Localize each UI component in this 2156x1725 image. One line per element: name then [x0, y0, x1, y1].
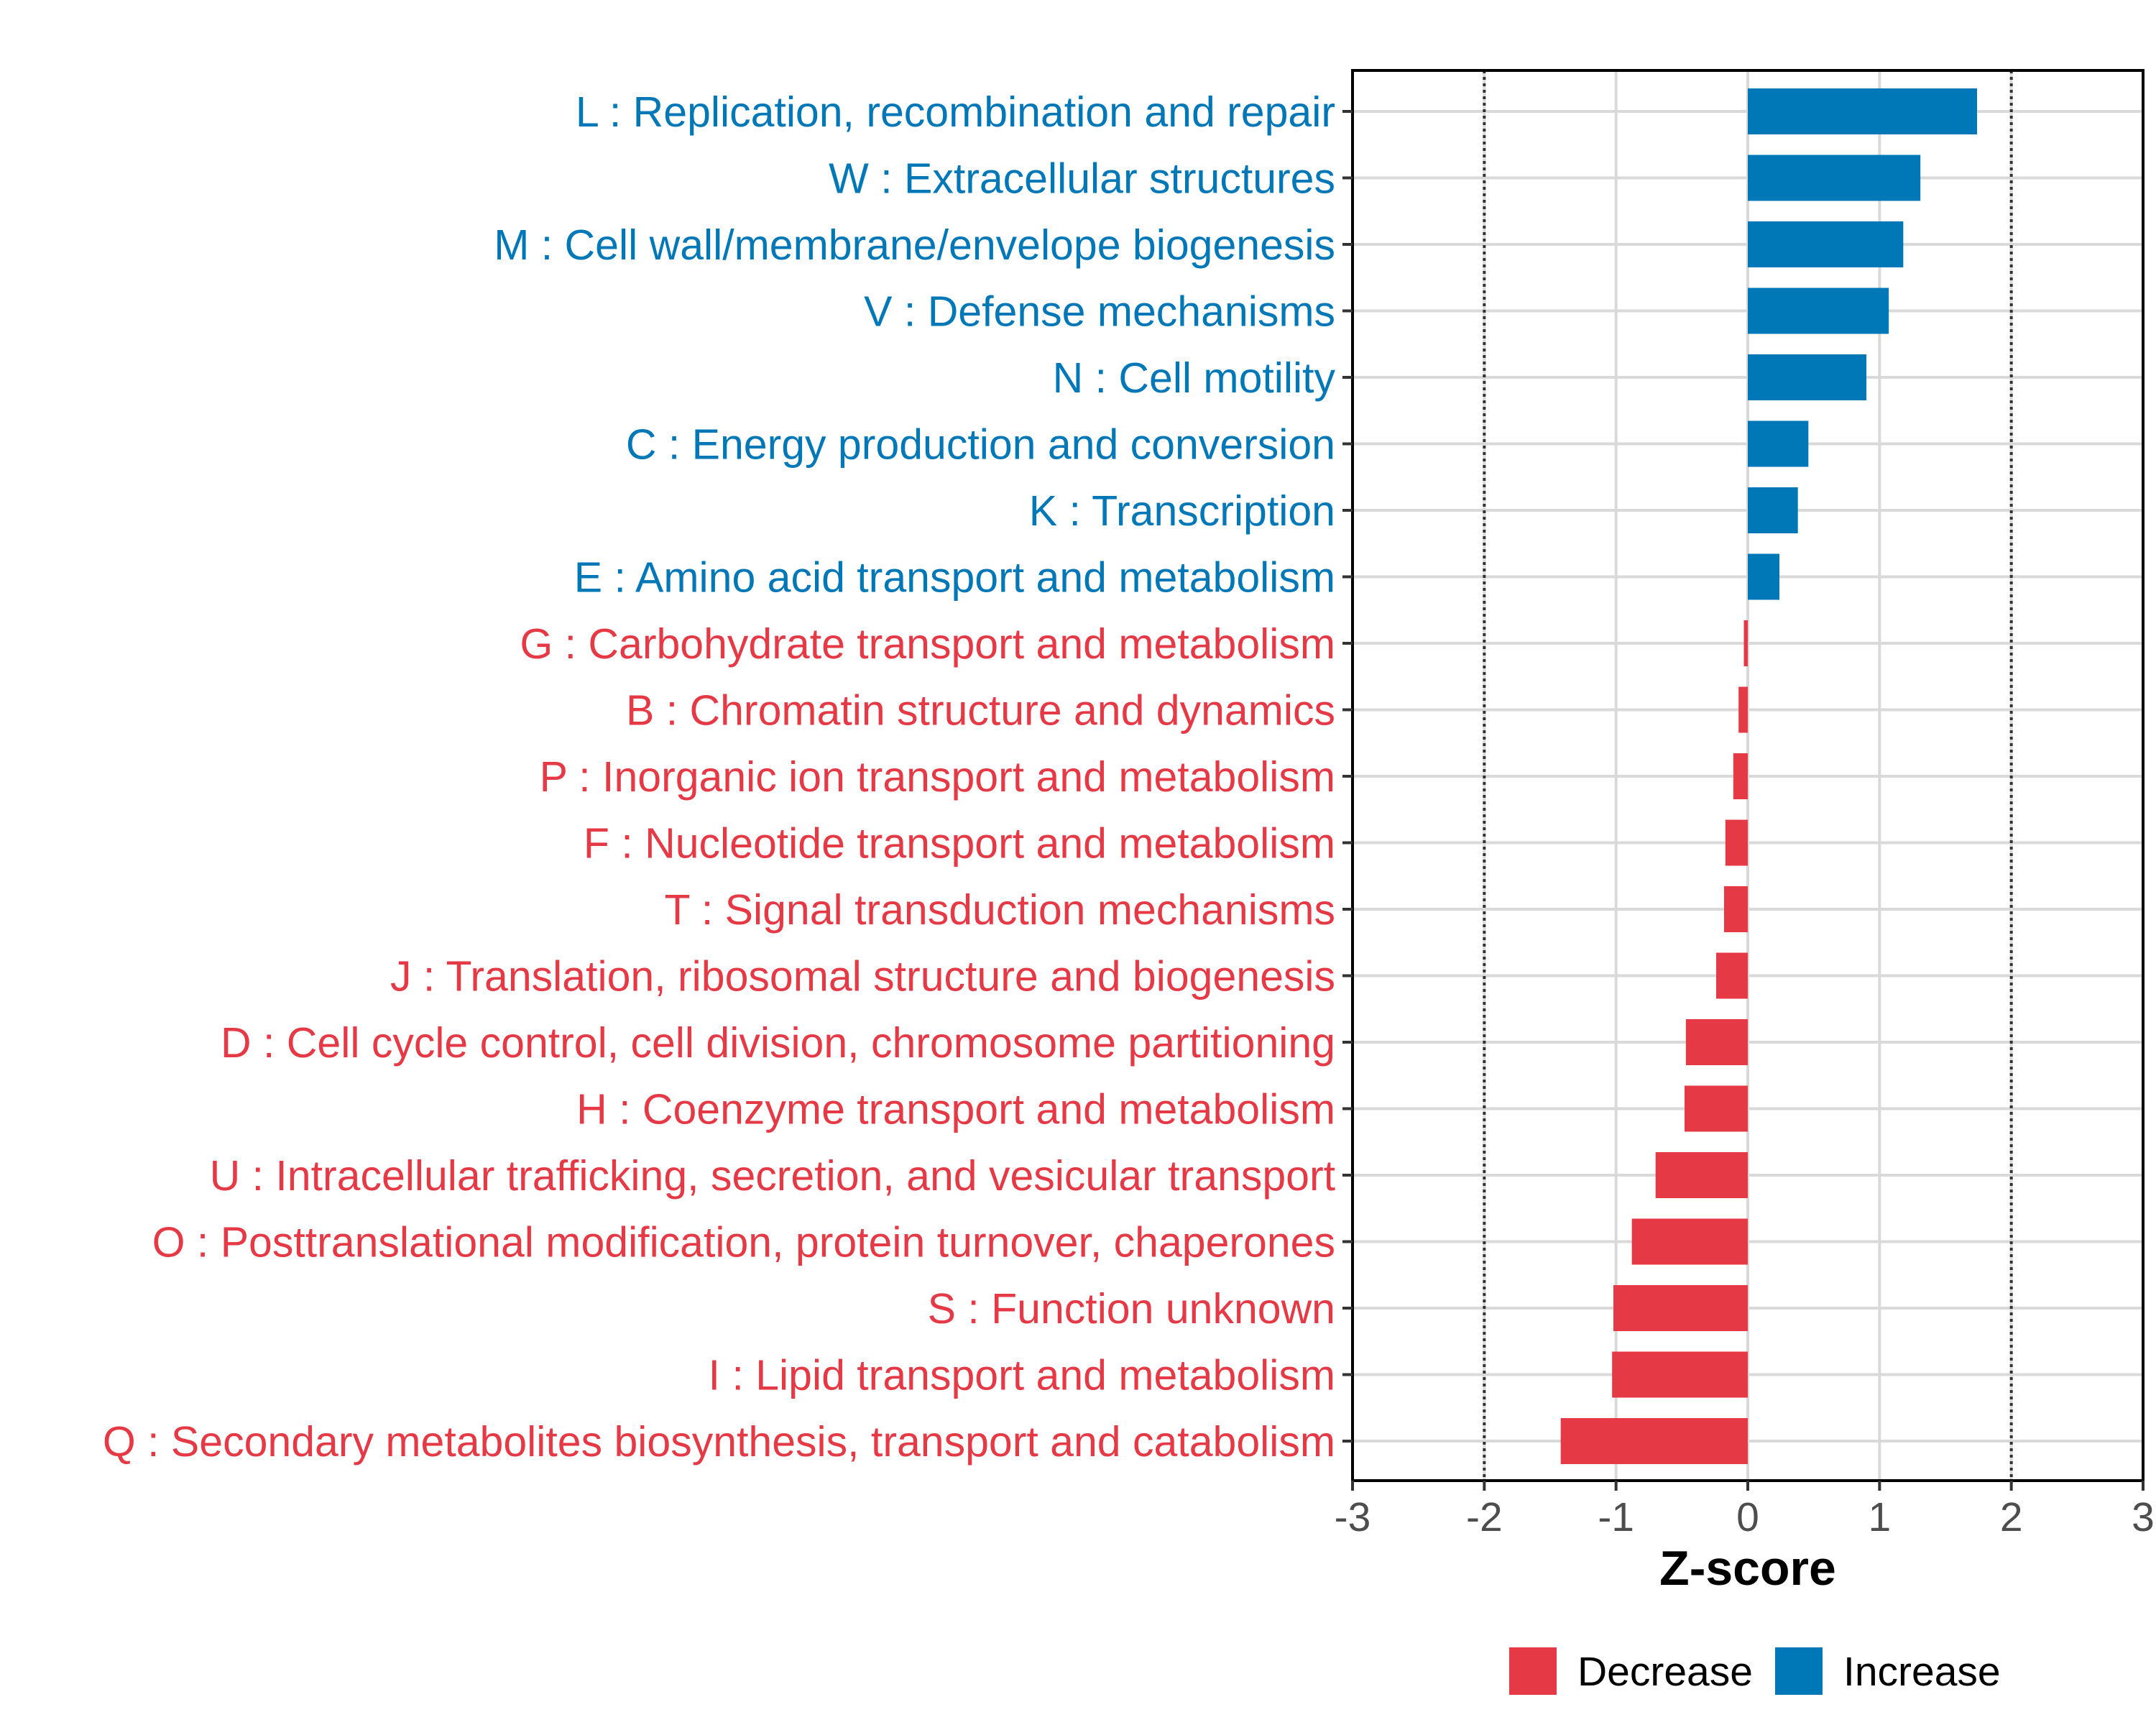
legend-swatch-decrease [1509, 1647, 1557, 1695]
x-tick-label: 3 [2132, 1494, 2155, 1540]
category-label: B : Chromatin structure and dynamics [626, 687, 1335, 735]
bar [1733, 753, 1748, 799]
bar [1560, 1418, 1748, 1464]
bar [1716, 952, 1748, 999]
x-tick-label: 1 [1868, 1494, 1891, 1540]
bar [1738, 686, 1748, 733]
bar [1748, 420, 1809, 467]
x-axis-title: Z-score [1659, 1541, 1836, 1596]
legend-label-increase: Increase [1843, 1649, 2001, 1695]
legend-swatch-increase [1775, 1647, 1823, 1695]
x-axis-ticks: -3 -2 -1 0 1 2 3 [1335, 1494, 2155, 1540]
bar [1655, 1152, 1748, 1198]
bar [1685, 1085, 1748, 1132]
category-label: M : Cell wall/membrane/envelope biogenes… [494, 221, 1335, 269]
bar-layer [1560, 88, 1977, 1464]
x-tick-label: 0 [1736, 1494, 1759, 1540]
category-label: G : Carbohydrate transport and metabolis… [520, 620, 1335, 668]
category-label: J : Translation, ribosomal structure and… [390, 953, 1335, 1000]
category-label: V : Defense mechanisms [864, 288, 1335, 336]
bar [1613, 1285, 1748, 1331]
category-labels: L : Replication, recombination and repai… [103, 88, 1336, 1466]
legend-label-decrease: Decrease [1577, 1649, 1753, 1695]
category-label: T : Signal transduction mechanisms [664, 886, 1335, 934]
bar [1724, 886, 1748, 932]
bar [1748, 487, 1798, 533]
x-tick-label: -2 [1466, 1494, 1503, 1540]
x-tick-label: -3 [1335, 1494, 1371, 1540]
frame-layer [1342, 69, 2145, 1491]
bar [1725, 819, 1748, 866]
category-label: Q : Secondary metabolites biosynthesis, … [103, 1418, 1335, 1466]
bar [1748, 155, 1921, 201]
bar [1631, 1218, 1748, 1265]
category-label: K : Transcription [1029, 487, 1335, 535]
x-tick-label: -1 [1598, 1494, 1634, 1540]
category-label: L : Replication, recombination and repai… [576, 88, 1335, 136]
x-tick-label: 2 [2000, 1494, 2023, 1540]
category-label: O : Posttranslational modification, prot… [152, 1219, 1335, 1266]
bar [1743, 620, 1748, 666]
bar [1748, 88, 1977, 134]
category-label: C : Energy production and conversion [626, 421, 1335, 469]
bar [1748, 553, 1779, 600]
category-label: N : Cell motility [1053, 354, 1336, 402]
category-label: F : Nucleotide transport and metabolism [584, 820, 1335, 868]
bar [1748, 354, 1866, 400]
category-label: E : Amino acid transport and metabolism [574, 554, 1335, 602]
category-label: U : Intracellular trafficking, secretion… [210, 1152, 1335, 1200]
bar [1748, 221, 1904, 267]
category-label: W : Extracellular structures [829, 155, 1335, 203]
category-label: P : Inorganic ion transport and metaboli… [540, 753, 1335, 801]
legend: Decrease Increase [1509, 1647, 2001, 1695]
category-label: S : Function unknown [928, 1285, 1335, 1333]
category-label: H : Coenzyme transport and metabolism [576, 1086, 1335, 1133]
bar [1685, 1019, 1748, 1065]
category-label: I : Lipid transport and metabolism [709, 1352, 1335, 1399]
bar [1612, 1351, 1748, 1398]
category-label: D : Cell cycle control, cell division, c… [221, 1019, 1335, 1067]
bar [1748, 288, 1889, 334]
